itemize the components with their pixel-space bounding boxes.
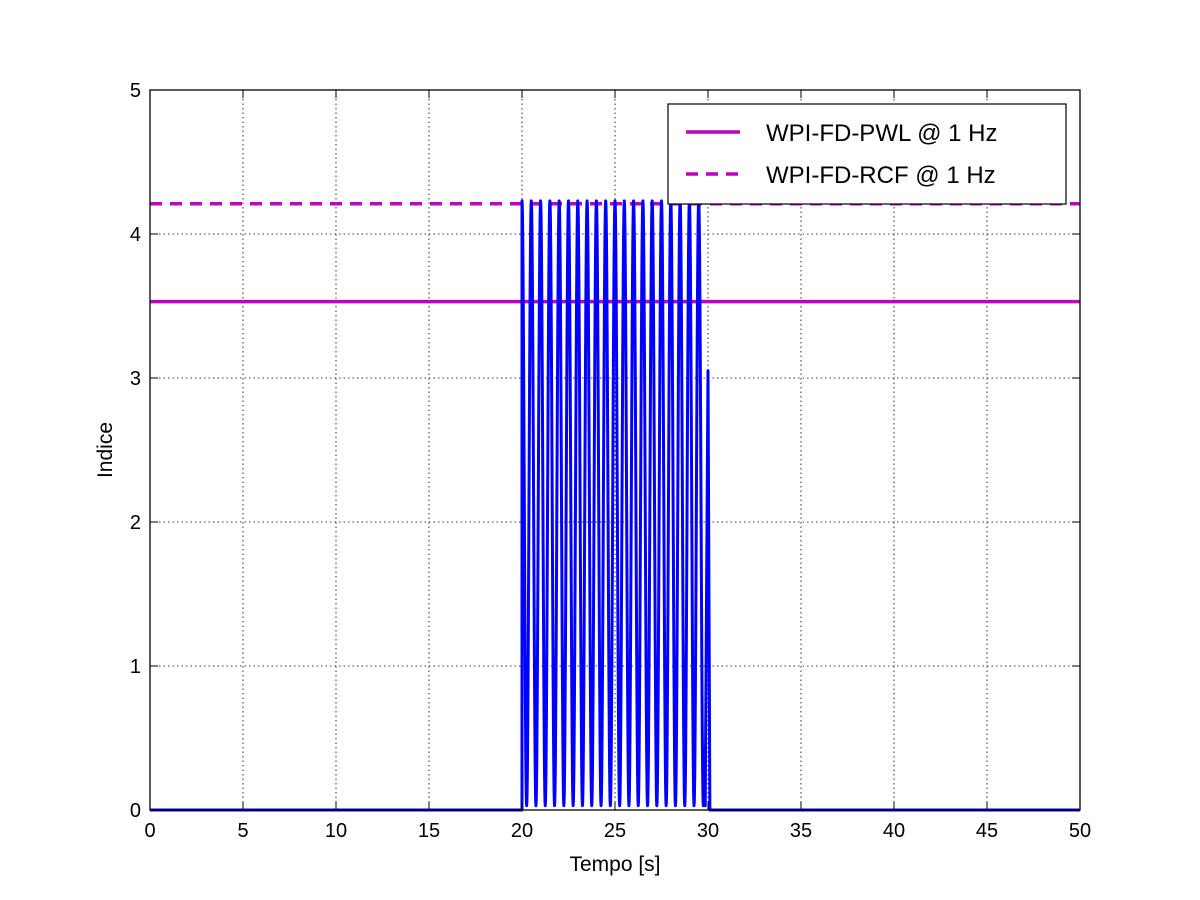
x-tick-label: 35 [790,820,812,842]
x-tick-label: 15 [418,820,440,842]
y-tick-label: 3 [130,368,141,390]
x-tick-label: 0 [144,820,155,842]
legend-entry-label: WPI-FD-PWL @ 1 Hz [766,120,997,147]
x-tick-label: 10 [325,820,347,842]
legend-entry-label: WPI-FD-RCF @ 1 Hz [766,162,996,189]
y-tick-label: 4 [130,224,141,246]
series-layer [150,199,1080,812]
legend-box [667,103,1067,205]
x-tick-label: 45 [976,820,998,842]
y-tick-label: 5 [130,80,141,102]
x-tick-label: 30 [697,820,719,842]
series-line-index-signal [150,199,1080,812]
x-tick-label: 5 [237,820,248,842]
x-tick-label: 40 [883,820,905,842]
y-tick-label: 2 [130,512,141,534]
x-axis-label: Tempo [s] [569,853,660,876]
x-tick-label: 20 [511,820,533,842]
x-tick-label: 50 [1069,820,1091,842]
y-tick-label: 0 [130,800,141,822]
x-tick-label: 25 [604,820,626,842]
y-tick-label: 1 [130,656,141,678]
legend: WPI-FD-PWL @ 1 Hz WPI-FD-RCF @ 1 Hz [667,103,1067,205]
y-axis-label: Indice [94,422,117,478]
